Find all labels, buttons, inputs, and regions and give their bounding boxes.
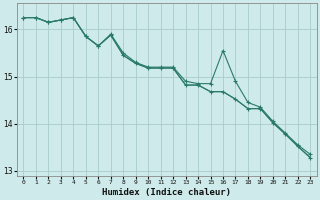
X-axis label: Humidex (Indice chaleur): Humidex (Indice chaleur) <box>102 188 231 197</box>
